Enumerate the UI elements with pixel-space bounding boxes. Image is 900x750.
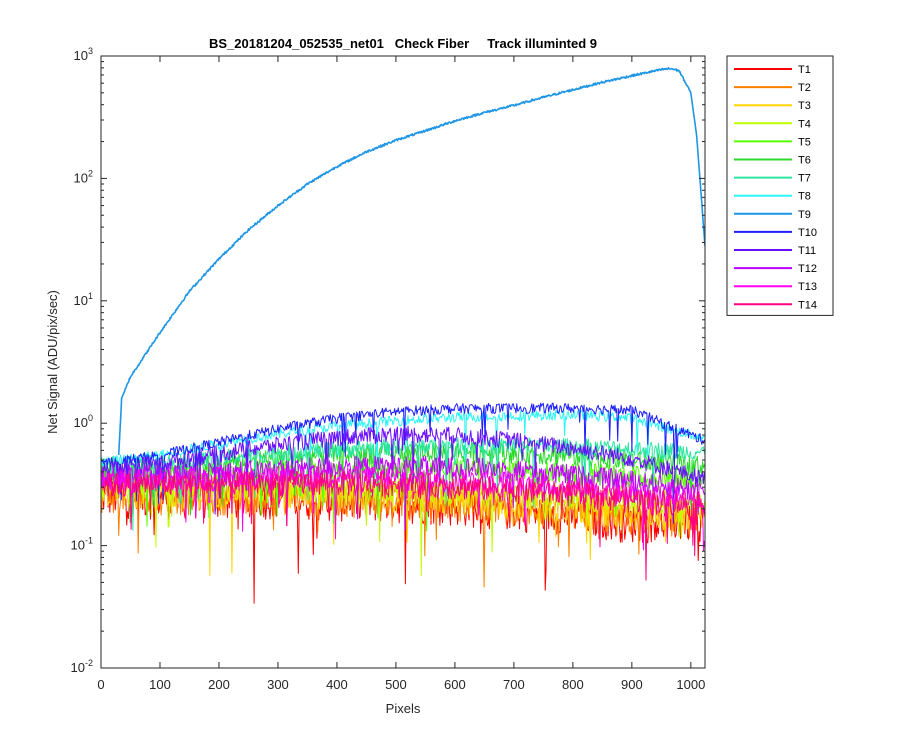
legend-label: T9 [798,209,811,221]
x-tick-label: 700 [503,677,525,692]
legend-label: T6 [798,155,811,167]
legend-label: T5 [798,136,811,148]
x-tick-label: 400 [326,677,348,692]
legend-label: T4 [798,118,811,130]
x-tick-label: 500 [385,677,407,692]
y-tick-label: 103 [74,46,93,63]
legend-label: T3 [798,100,811,112]
legend-box [726,55,834,316]
y-tick-exponent: -1 [85,536,93,546]
y-tick-label: 100 [74,413,93,430]
y-tick-exponent: 1 [88,291,93,301]
x-tick-label: 0 [97,677,104,692]
y-tick-base: 10 [74,415,88,430]
series-line-t5 [101,457,705,532]
x-tick-label: 1000 [676,677,705,692]
x-tick-label: 800 [562,677,584,692]
legend-label: T11 [798,245,816,257]
plot-frame [100,55,706,669]
y-tick-base: 10 [74,293,88,308]
series-line-t8 [101,409,705,468]
legend-label: T12 [798,263,817,275]
y-tick-label: 10-2 [71,658,93,675]
x-tick-label: 300 [267,677,289,692]
y-tick-base: 10 [74,48,88,63]
y-tick-base: 10 [74,170,88,185]
series-layer [101,67,705,604]
x-tick-label: 200 [208,677,230,692]
y-tick-label: 101 [74,291,93,308]
y-tick-exponent: 2 [88,168,93,178]
x-tick-label: 600 [444,677,466,692]
series-line-t14 [101,470,705,581]
y-tick-exponent: -2 [85,658,93,668]
x-axis: 0 100 200 300 400 500 600 700 800 900 1000 [97,56,705,692]
y-tick-exponent: 0 [88,413,93,423]
y-tick-base: 10 [71,538,85,553]
legend-label: T1 [798,64,811,76]
legend: T1 T2 T3 T4 T5 T6 T7 T8 T9 T10 T11 T12 T13 T14 [726,55,834,316]
series-line-t11 [101,425,705,525]
chart-title: BS_20181204_052535_net01 Check Fiber Tra… [209,36,597,51]
x-axis-label: Pixels [386,701,421,716]
x-tick-label: 900 [621,677,643,692]
legend-label: T14 [798,299,817,311]
y-tick-label: 102 [74,168,93,185]
legend-label: T13 [798,281,817,293]
series-line-t10 [101,402,705,504]
y-tick-label: 10-1 [71,536,93,553]
y-tick-exponent: 3 [88,46,93,56]
legend-label: T7 [798,173,811,185]
legend-label: T10 [798,227,817,239]
legend-label: T2 [798,82,811,94]
y-tick-base: 10 [71,660,85,675]
x-tick-label: 100 [149,677,171,692]
y-axis-label: Net Signal (ADU/pix/sec) [45,290,60,434]
plot-area [101,56,705,668]
series-line-t9 [117,67,705,456]
legend-label: T8 [798,191,811,203]
